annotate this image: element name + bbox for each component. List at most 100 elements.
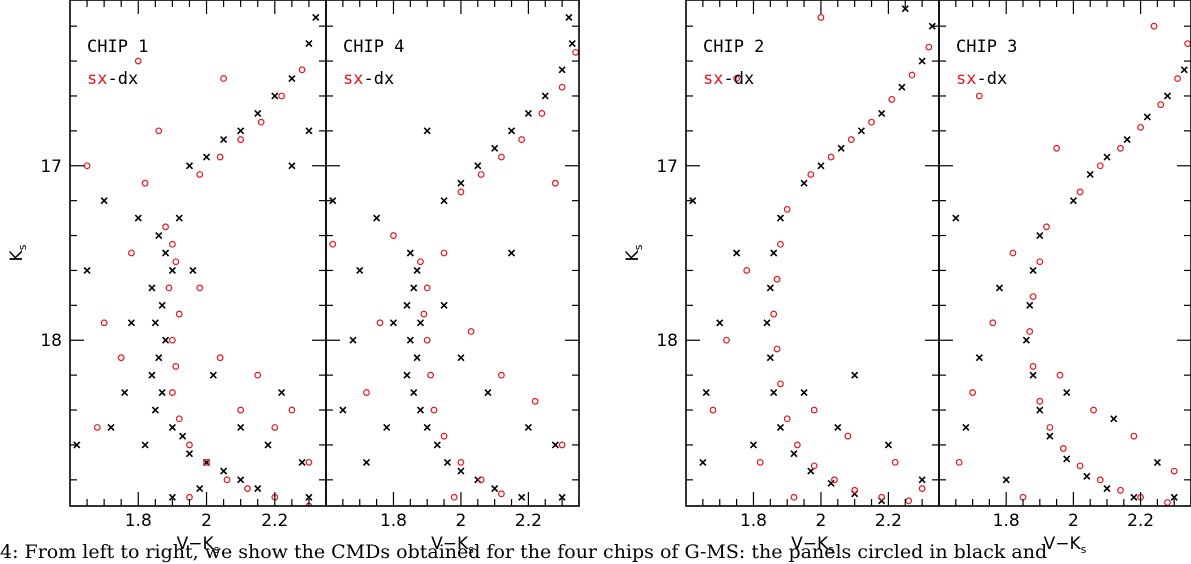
panel-4: 1.8 2 2.2 CHIP 3 sx-dx V−Ks xyxy=(938,0,1191,556)
point-cross xyxy=(884,441,892,449)
point-cross xyxy=(901,5,909,13)
point-cross xyxy=(413,266,421,275)
point-circle xyxy=(918,485,926,492)
plot-frame xyxy=(325,0,580,507)
point-cross xyxy=(837,144,845,152)
point-cross xyxy=(305,40,313,48)
point-circle xyxy=(1130,432,1138,440)
point-cross xyxy=(770,389,778,397)
point-circle xyxy=(168,336,176,344)
point-circle xyxy=(810,406,818,414)
point-cross xyxy=(766,284,774,292)
point-cross xyxy=(1036,231,1044,240)
panel-2: 1.8 2 2.2 CHIP 4 sx-dx V−Ks xyxy=(325,0,580,556)
point-circle xyxy=(237,406,245,414)
point-cross xyxy=(100,197,108,205)
figure-caption: 4: From left to right, we show the CMDs … xyxy=(0,541,1048,563)
point-circle xyxy=(141,179,149,187)
point-cross xyxy=(568,40,576,48)
point-circle xyxy=(1056,371,1064,379)
y-tick-label: 17 xyxy=(656,157,678,177)
point-cross xyxy=(878,109,886,117)
point-cross xyxy=(179,432,187,440)
point-cross xyxy=(1153,458,1161,466)
point-circle xyxy=(1059,445,1067,452)
point-cross xyxy=(403,371,411,379)
point-cross xyxy=(168,493,176,501)
point-circle xyxy=(329,240,337,248)
point-cross xyxy=(305,493,313,501)
point-circle xyxy=(305,458,313,466)
point-circle xyxy=(817,14,825,21)
legend: sx-dx xyxy=(343,69,394,89)
data-points xyxy=(329,13,579,501)
point-cross xyxy=(127,319,136,327)
point-circle xyxy=(288,406,296,414)
y-tick-label: 18 xyxy=(40,331,62,351)
point-circle xyxy=(709,406,717,414)
point-cross xyxy=(491,484,499,493)
point-cross xyxy=(851,371,859,379)
point-cross xyxy=(800,389,808,397)
point-circle xyxy=(175,415,183,423)
point-circle xyxy=(457,458,465,466)
point-circle xyxy=(969,389,976,396)
legend-black-label: -dx xyxy=(107,69,138,89)
point-cross xyxy=(507,249,516,257)
point-circle xyxy=(810,462,818,470)
point-cross xyxy=(339,406,347,414)
point-cross xyxy=(1029,371,1037,379)
point-cross xyxy=(383,423,391,432)
point-circle xyxy=(1174,75,1181,82)
point-cross xyxy=(491,144,499,152)
point-circle xyxy=(518,136,526,143)
point-circle xyxy=(891,458,899,466)
point-circle xyxy=(1137,123,1144,131)
point-circle xyxy=(175,310,183,318)
point-cross xyxy=(389,319,398,327)
point-cross xyxy=(237,476,245,484)
point-circle xyxy=(93,424,101,431)
point-circle xyxy=(363,389,370,396)
y-axis-label: Ks xyxy=(623,244,645,261)
point-circle xyxy=(155,127,163,135)
point-circle xyxy=(83,162,91,170)
point-cross xyxy=(524,423,532,432)
point-circle xyxy=(1117,144,1124,152)
point-cross xyxy=(800,179,808,187)
x-tick-label: 2.2 xyxy=(515,511,542,531)
plot-frame xyxy=(938,0,1191,507)
point-cross xyxy=(312,13,320,22)
x-tick-label: 1.8 xyxy=(993,511,1020,531)
point-cross xyxy=(474,162,482,170)
point-circle xyxy=(1184,40,1191,48)
point-circle xyxy=(975,92,983,100)
y-axis-label: Ks xyxy=(7,244,29,261)
point-circle xyxy=(844,432,852,440)
point-cross xyxy=(1002,476,1010,484)
point-cross xyxy=(857,127,865,135)
point-circle xyxy=(100,319,108,327)
point-circle xyxy=(237,136,245,143)
point-circle xyxy=(1029,293,1037,301)
point-cross xyxy=(196,484,204,493)
x-tick-label: 1.8 xyxy=(125,511,152,531)
data-points xyxy=(952,22,1191,506)
point-circle xyxy=(254,371,262,379)
point-cross xyxy=(770,249,778,257)
point-cross xyxy=(151,319,159,327)
point-cross xyxy=(443,458,452,466)
point-cross xyxy=(551,441,559,449)
x-tick-label: 1.8 xyxy=(380,511,407,531)
legend-black-label: -dx xyxy=(363,69,394,89)
chip-label: CHIP 4 xyxy=(343,37,404,57)
point-cross xyxy=(155,231,163,240)
point-cross xyxy=(189,266,197,275)
legend: sx-dx xyxy=(956,69,1007,89)
point-circle xyxy=(244,485,251,492)
point-circle xyxy=(868,118,875,126)
point-cross xyxy=(158,301,166,309)
point-cross xyxy=(524,109,532,117)
point-circle xyxy=(427,371,434,379)
point-circle xyxy=(390,232,397,239)
